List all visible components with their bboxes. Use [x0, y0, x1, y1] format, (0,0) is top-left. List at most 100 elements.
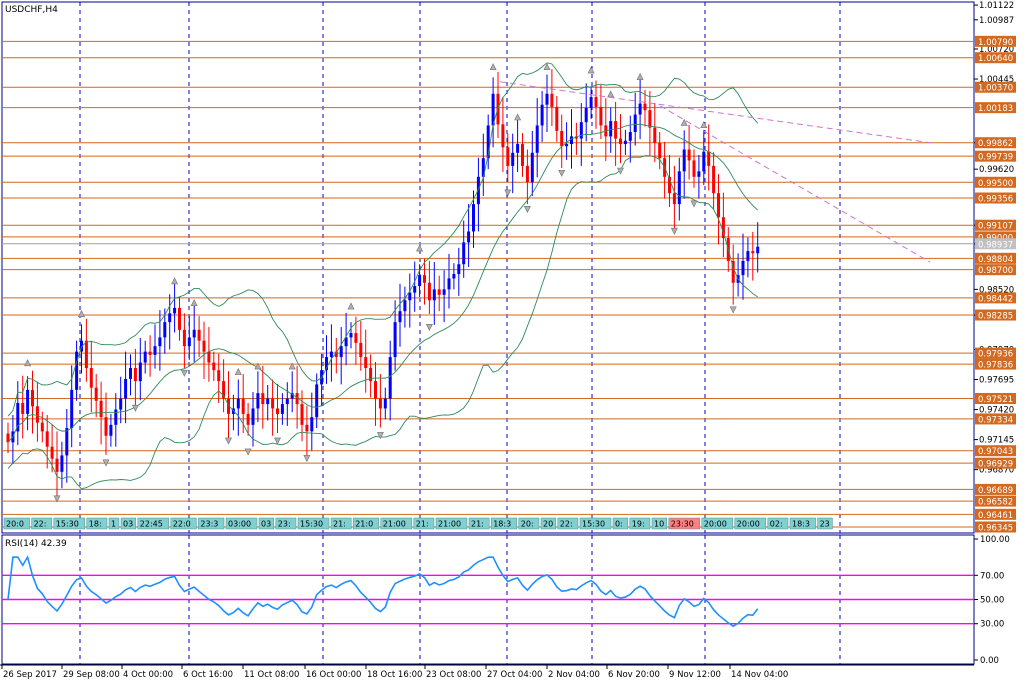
price-level-tag: [975, 521, 1016, 533]
price-level-tag: [975, 137, 1016, 149]
session-time-label: 21:00: [438, 520, 461, 529]
candle-body: [241, 398, 245, 414]
candle-body: [99, 400, 103, 418]
candle-body: [197, 329, 201, 341]
candle-body: [442, 289, 446, 295]
fractal-up-arrow: [680, 118, 688, 126]
price-axis-label: 0.97145: [979, 436, 1014, 446]
time-axis-label: 2 Nov 04:00: [548, 670, 600, 680]
candle-body: [530, 152, 534, 183]
session-time-label: 23:30: [671, 520, 694, 529]
candle-body: [521, 144, 524, 166]
fractal-down-arrow: [425, 324, 433, 331]
fractal-up-arrow: [514, 113, 522, 121]
price-level-label: 1.00790: [978, 38, 1013, 48]
candle-body: [133, 368, 137, 382]
candle-body: [658, 142, 662, 159]
candle-body: [50, 446, 54, 459]
candle-body: [60, 455, 64, 472]
session-time-label: 21:: [416, 520, 429, 529]
candle-body: [70, 389, 74, 429]
session-time-label: 1: [111, 520, 116, 529]
candle-body: [717, 193, 720, 218]
candle-body: [599, 106, 603, 126]
fractal-up-arrow: [587, 66, 595, 74]
current-price-tag: [975, 238, 1016, 250]
candle-body: [555, 106, 559, 131]
session-time-label: 03:00: [228, 520, 251, 529]
candle-body: [408, 292, 412, 301]
bollinger-upper-band: [7, 62, 759, 417]
candle-body: [94, 387, 98, 401]
session-time-tag: [767, 517, 789, 530]
price-level-tag: [975, 102, 1016, 114]
candle-body: [55, 458, 59, 472]
candle-body: [315, 384, 319, 418]
candle-body: [570, 136, 573, 145]
candle-body: [677, 171, 681, 205]
candle-body: [481, 158, 485, 177]
price-axis-label: 1.01122: [979, 1, 1014, 11]
candle-body: [261, 393, 265, 405]
candle-body: [687, 149, 691, 161]
price-level-tag: [975, 358, 1016, 370]
trendline-upper: [499, 81, 933, 144]
price-level-tag: [975, 252, 1016, 264]
fractal-down-arrow: [180, 369, 188, 377]
session-time-tag: [86, 517, 108, 530]
session-time-label: 18:3: [493, 520, 511, 529]
fractal-up-arrow: [636, 72, 644, 80]
session-time-tag: [352, 517, 380, 530]
price-level-label: 0.98700: [978, 266, 1013, 276]
candle-body: [707, 151, 711, 166]
price-level-label: 0.96689: [978, 486, 1013, 496]
price-level-label: 0.97836: [978, 361, 1013, 371]
candle-body: [21, 402, 25, 414]
session-time-tag: [330, 517, 352, 530]
fractal-down-arrow: [729, 306, 737, 314]
candle-body: [300, 404, 304, 425]
session-time-tag: [258, 517, 275, 530]
fractal-down-arrow: [244, 448, 252, 456]
candle-body: [256, 393, 260, 409]
candle-body: [89, 368, 93, 388]
candle-body: [246, 413, 250, 425]
candle-body: [653, 127, 657, 143]
candle-body: [280, 404, 284, 414]
session-time-tag: [734, 517, 767, 530]
candle-body: [364, 357, 368, 369]
session-time-label: 20:0: [6, 520, 24, 529]
candle-body: [222, 381, 226, 399]
fractal-down-arrow: [670, 227, 678, 235]
session-time-tag: [380, 517, 413, 530]
fractal-up-arrow: [416, 244, 424, 252]
candle-body: [457, 264, 461, 275]
candle-body: [638, 103, 642, 115]
session-time-label: 18:: [89, 520, 102, 529]
session-time-tag: [557, 517, 579, 530]
price-level-label: 0.97043: [978, 447, 1013, 457]
candle-body: [594, 97, 598, 107]
candle-body: [35, 406, 39, 423]
session-time-label: 0:: [615, 520, 623, 529]
candle-body: [354, 333, 358, 343]
time-axis-label: 23 Oct 08:00: [426, 670, 481, 680]
session-time-label: 21:: [333, 520, 346, 529]
session-time-tag: [817, 517, 833, 530]
time-axis-label: 6 Nov 20:00: [608, 670, 660, 680]
candle-body: [565, 144, 569, 147]
candle-body: [369, 368, 373, 382]
session-time-label: 23: [820, 520, 830, 529]
price-level-tag: [975, 176, 1016, 188]
candle-body: [187, 337, 191, 347]
price-level-tag: [975, 483, 1016, 495]
candle-body: [374, 381, 377, 399]
price-axis-label: 0.97420: [979, 406, 1014, 416]
time-axis-label: 6 Oct 16:00: [183, 670, 233, 680]
candle-body: [535, 125, 539, 153]
price-level-tag: [975, 81, 1016, 93]
time-axis-label: 16 Oct 00:00: [306, 670, 361, 680]
candle-body: [540, 104, 544, 126]
candle-body: [217, 370, 221, 382]
